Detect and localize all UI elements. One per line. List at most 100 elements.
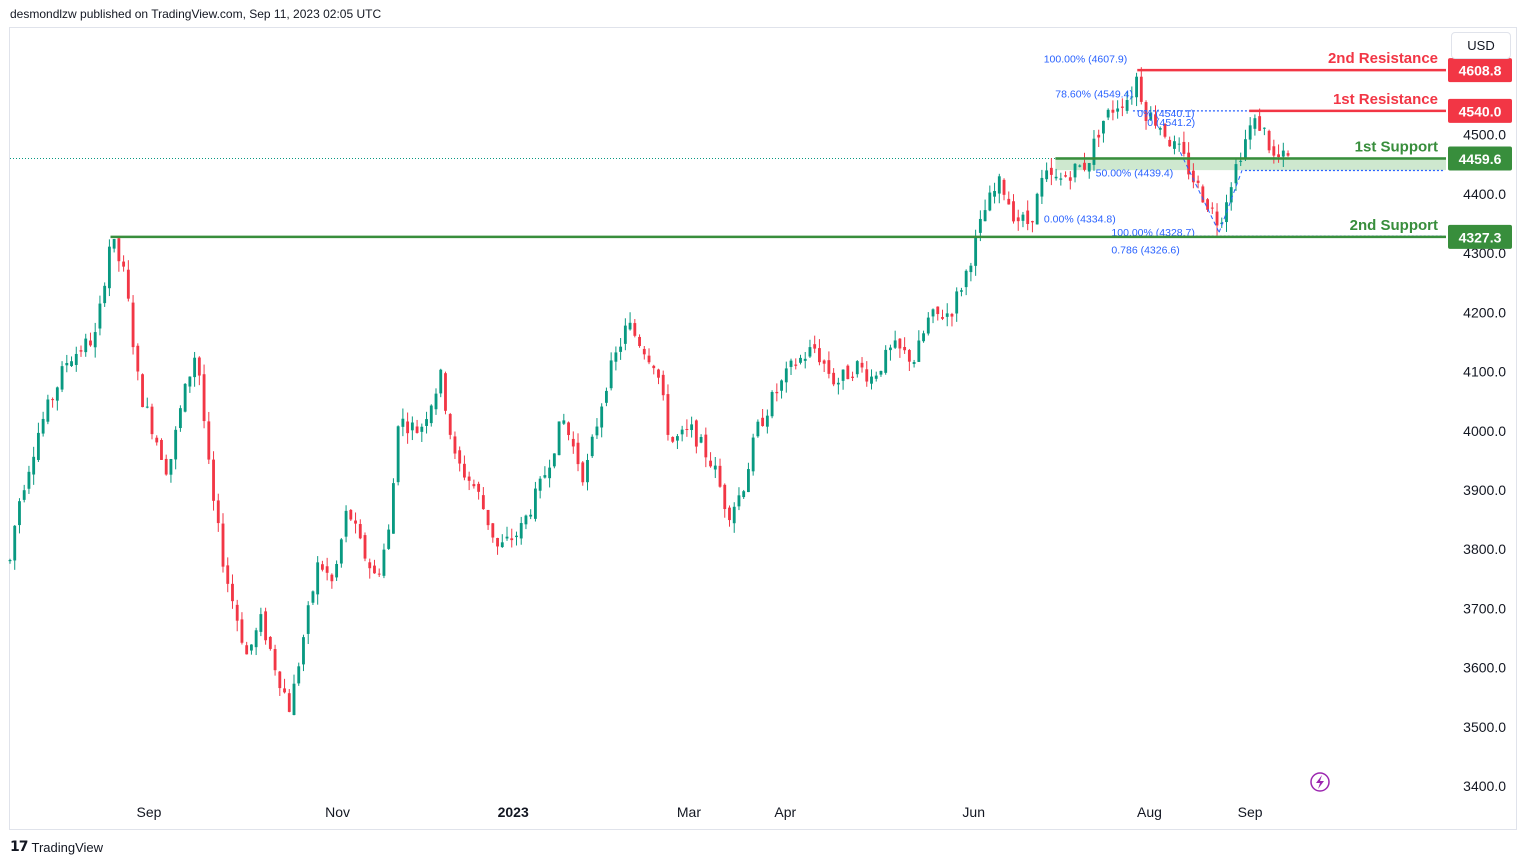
price-badge (1448, 58, 1512, 83)
candle-body (1092, 138, 1096, 165)
x-tick-label: Nov (325, 804, 350, 820)
candle-body (458, 450, 462, 464)
candle-body (368, 562, 372, 569)
candle-body (1035, 193, 1039, 225)
candle-body (628, 322, 632, 330)
candle-body (1277, 154, 1280, 158)
candle-body (1097, 134, 1101, 138)
candle-body (93, 332, 97, 348)
candle-body (1068, 177, 1072, 181)
candle-body (221, 523, 225, 567)
candle-body (150, 406, 154, 435)
candle-body (1135, 76, 1138, 98)
candle-body (84, 338, 88, 353)
candle-body (1116, 108, 1120, 112)
candle-body (467, 476, 471, 481)
candle-body (1206, 199, 1209, 210)
candle-body (462, 463, 466, 478)
candle-body (922, 333, 925, 342)
currency-selector[interactable]: USD (1451, 32, 1511, 59)
candle-body (865, 369, 869, 382)
y-tick-label: 3700.0 (1463, 600, 1506, 616)
candle-body (1106, 109, 1110, 118)
candle-body (245, 645, 249, 655)
candle-body (1144, 102, 1148, 121)
candle-body (22, 490, 26, 500)
candle-body (794, 364, 798, 366)
y-tick-label: 3600.0 (1463, 660, 1506, 676)
y-tick-label: 3500.0 (1463, 719, 1506, 735)
candle-body (453, 436, 457, 454)
candle-body (803, 358, 807, 361)
candle-body (1149, 112, 1153, 121)
candle-body (581, 462, 585, 483)
candle-body (249, 644, 253, 651)
candle-body (780, 380, 783, 391)
y-tick-label: 4500.0 (1463, 127, 1506, 143)
candle-body (747, 469, 750, 493)
candle-body (434, 393, 438, 410)
candle-body (510, 538, 514, 541)
chart-frame (9, 27, 1517, 830)
candle-body (680, 429, 684, 435)
candle-body (676, 436, 679, 441)
candle-body (1031, 221, 1034, 223)
candle-body (320, 564, 324, 570)
candle-body (600, 406, 604, 428)
lightning-icon-glyph (1316, 775, 1324, 789)
candle-body (316, 562, 320, 595)
candle-body (552, 453, 556, 467)
candle-body (723, 484, 727, 510)
candle-body (1201, 186, 1205, 203)
price-badge (1448, 224, 1512, 249)
candle-body (1286, 153, 1290, 156)
candle-body (851, 376, 854, 378)
candle-body (377, 573, 381, 575)
candle-body (18, 501, 21, 526)
candle-body (529, 514, 533, 517)
candle-body (955, 291, 959, 314)
candle-body (1102, 120, 1105, 134)
candle-body (699, 437, 703, 443)
x-tick-label: Sep (137, 804, 162, 820)
price-badge (1448, 146, 1512, 171)
candle-body (661, 374, 665, 396)
candle-body (917, 340, 921, 362)
candle-body (978, 218, 982, 233)
price-badge-text: 4540.0 (1459, 103, 1502, 119)
y-tick-label: 3800.0 (1463, 541, 1506, 557)
candle-body (339, 539, 343, 564)
candle-body (652, 365, 656, 369)
candle-body (136, 345, 140, 372)
candle-body (1073, 163, 1077, 178)
candle-body (666, 394, 670, 435)
candle-body (126, 269, 130, 299)
candle-body (51, 399, 55, 401)
candle-body (1239, 160, 1243, 162)
candle-body (164, 458, 168, 475)
candle-body (1215, 211, 1219, 226)
candle-body (141, 374, 144, 408)
candle-body (1173, 141, 1176, 149)
candle-body (486, 509, 490, 526)
candle-body (79, 350, 83, 352)
candle-body (429, 405, 433, 424)
price-badge-text: 4608.8 (1459, 63, 1502, 79)
level-label: 2nd Support (1350, 217, 1438, 234)
candle-body (193, 357, 197, 378)
candle-body (1111, 109, 1115, 113)
candle-body (765, 415, 769, 427)
candle-body (13, 525, 17, 561)
candle-body (491, 523, 495, 538)
tradingview-logo-icon: 17 (10, 839, 29, 855)
y-tick-label: 4000.0 (1463, 423, 1506, 439)
candle-body (183, 383, 187, 412)
candle-body (1272, 146, 1276, 156)
candle-body (103, 285, 107, 304)
candle-body (425, 419, 428, 426)
candle-body (993, 190, 996, 197)
candle-body (311, 591, 315, 603)
candle-body (524, 515, 528, 525)
fib-label: 100.00% (4607.9) (1044, 54, 1127, 66)
